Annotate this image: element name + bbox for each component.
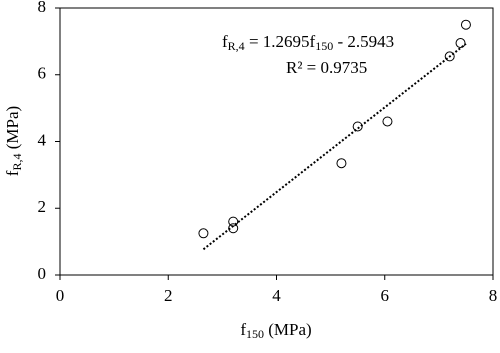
data-point	[228, 216, 239, 227]
y-tick-label: 6	[38, 64, 47, 83]
y-tick-label: 8	[38, 0, 47, 16]
x-tick-label: 8	[489, 286, 498, 305]
eq-part: - 2.5943	[333, 32, 394, 51]
x-label-main: f	[240, 320, 246, 339]
x-tick-label: 6	[381, 286, 390, 305]
y-label-unit: (MPa)	[3, 106, 22, 154]
eq-part: f	[222, 32, 228, 51]
data-point	[198, 228, 209, 239]
eq-part: R,4	[228, 39, 245, 53]
eq-part: = 1.2695f	[245, 32, 316, 51]
y-label-sub: R,4	[10, 154, 24, 171]
data-point	[336, 158, 347, 169]
x-tick-label: 4	[272, 286, 281, 305]
x-label-sub: 150	[246, 327, 264, 341]
trendline-equation: fR,4 = 1.2695f150 - 2.5943	[222, 32, 394, 53]
x-tick-label: 0	[56, 286, 65, 305]
x-tick-label: 2	[164, 286, 173, 305]
data-point	[228, 223, 239, 234]
y-label-main: f	[3, 170, 22, 176]
x-axis-label: f150 (MPa)	[240, 320, 311, 341]
data-point	[455, 38, 466, 49]
y-axis-label: fR,4 (MPa)	[3, 106, 24, 176]
data-point	[352, 121, 363, 132]
y-tick-label: 0	[38, 264, 47, 283]
data-point	[444, 51, 455, 62]
x-label-unit: (MPa)	[264, 320, 312, 339]
data-point	[382, 116, 393, 127]
data-point	[460, 19, 471, 30]
trendline	[202, 43, 467, 251]
y-tick-label: 4	[38, 130, 47, 149]
y-tick-label: 2	[38, 197, 47, 216]
r2-label: R² = 0.9735	[286, 58, 367, 77]
eq-part: 150	[315, 39, 333, 53]
